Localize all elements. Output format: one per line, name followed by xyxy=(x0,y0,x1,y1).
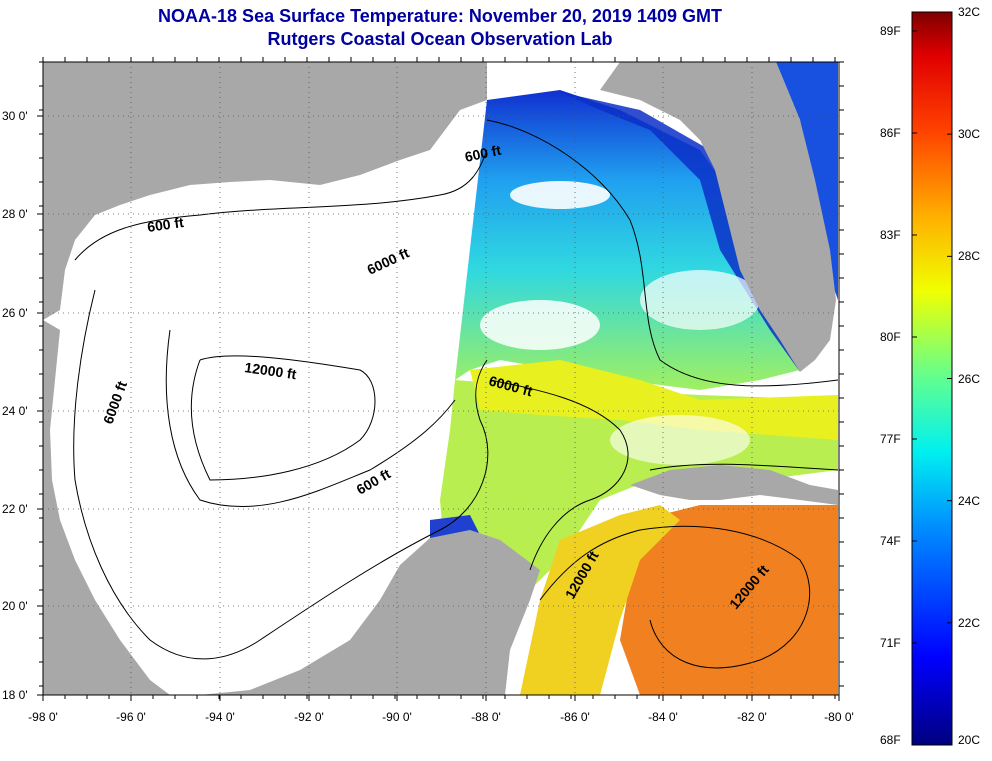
land-florida xyxy=(600,62,836,372)
land-cuba xyxy=(630,465,838,505)
colorbar-fahrenheit-label: 83F xyxy=(880,228,901,242)
sst-warm-caribbean xyxy=(620,505,838,695)
lon-tick-label: -90 0' xyxy=(382,710,412,724)
cloud-patch xyxy=(640,270,760,330)
colorbar-fahrenheit-label: 80F xyxy=(880,330,901,344)
lon-tick-label: -98 0' xyxy=(28,710,58,724)
contour-label: 12000 ft xyxy=(244,359,298,382)
longitude-axis: -98 0' -96 0' -94 0' -92 0' -90 0' -88 0' -86 … xyxy=(28,57,854,724)
colorbar-celsius-label: 24C xyxy=(958,493,981,508)
lat-tick-label: 26 0' xyxy=(2,306,28,320)
land-mexico-west xyxy=(43,320,170,695)
lon-tick-label: -92 0' xyxy=(294,710,324,724)
lat-tick-label: 20 0' xyxy=(2,599,28,613)
lon-tick-label: -86 0' xyxy=(560,710,590,724)
lon-tick-label: -96 0' xyxy=(116,710,146,724)
colorbar-celsius-label: 20C xyxy=(958,733,981,747)
cloud-patch xyxy=(480,300,600,350)
lon-tick-label: -84 0' xyxy=(648,710,678,724)
plot-frame xyxy=(42,61,840,696)
land-yucatan xyxy=(200,530,540,695)
colorbar xyxy=(911,11,953,746)
colorbar-celsius-label: 22C xyxy=(958,615,981,630)
lat-tick-label: 22 0' xyxy=(2,502,28,516)
graticule xyxy=(43,62,839,695)
colorbar-fahrenheit-label: 74F xyxy=(880,534,901,548)
contour-label: 600 ft xyxy=(463,142,502,165)
land-us-gulf-coast xyxy=(43,62,487,320)
colorbar-fahrenheit-label: 86F xyxy=(880,126,901,140)
map-title: NOAA-18 Sea Surface Temperature: Novembe… xyxy=(158,6,722,26)
lat-tick-label: 28 0' xyxy=(2,207,28,221)
map-subtitle: Rutgers Coastal Ocean Observation Lab xyxy=(267,29,613,49)
colorbar-celsius-label: 32C xyxy=(958,5,981,19)
sst-warm-caribbean-edge xyxy=(520,505,680,695)
bathymetry-contours xyxy=(73,119,839,669)
sst-swath-south xyxy=(440,380,838,695)
colorbar-celsius-label: 26C xyxy=(958,371,981,386)
lon-tick-label: -82 0' xyxy=(737,710,767,724)
lat-tick-label: 24 0' xyxy=(2,404,28,418)
colorbar-celsius-label: 30C xyxy=(958,127,981,142)
colorbar-fahrenheit-label: 68F xyxy=(880,733,901,747)
lon-tick-label: -80 0' xyxy=(824,710,854,724)
lon-tick-label: -94 0' xyxy=(205,710,235,724)
cloud-patch xyxy=(510,181,610,209)
sst-swath-coastal-cold xyxy=(560,92,800,372)
lat-tick-label: 30 0' xyxy=(2,109,28,123)
colorbar-celsius-label: 28C xyxy=(958,249,981,264)
colorbar-fahrenheit-label: 89F xyxy=(880,24,901,38)
sst-warm-yellow xyxy=(470,360,838,440)
colorbar-fahrenheit-label: 77F xyxy=(880,432,901,446)
contour-label: 600 ft xyxy=(146,214,185,235)
lat-tick-label: 18 0' xyxy=(2,688,28,702)
latitude-axis: 30 0' 28 0' 26 0' 24 0' 22 0' 20 0' 18 0' xyxy=(2,61,844,702)
colorbar-fahrenheit-label: 71F xyxy=(880,636,901,650)
cloud-patch xyxy=(610,415,750,465)
colorbar-ticks xyxy=(912,11,952,746)
lon-tick-label: -88 0' xyxy=(471,710,501,724)
